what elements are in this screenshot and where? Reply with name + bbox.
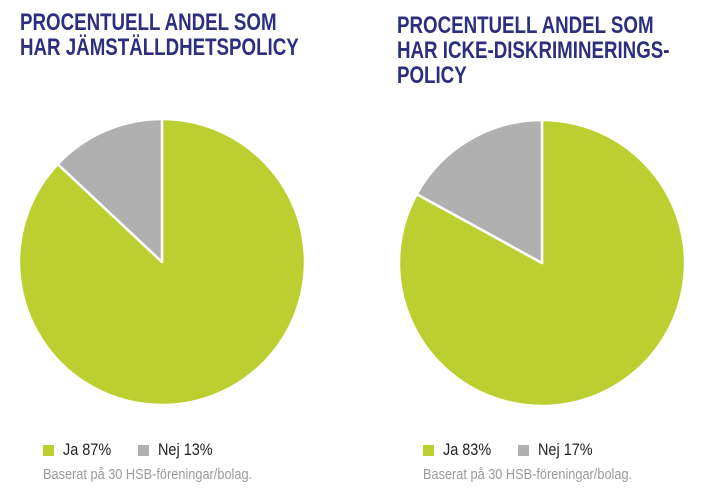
chart-title: PROCENTUELL ANDEL SOM HAR ICKE-DISKRIMIN… — [397, 13, 669, 88]
legend: Ja 83% Nej 17% — [423, 440, 620, 460]
pie-slice-ja — [17, 117, 307, 407]
legend-swatch-nej — [137, 444, 149, 456]
legend-item-nej: Nej 13% — [137, 440, 222, 460]
legend-swatch-ja — [43, 444, 54, 456]
pie-slice-nej — [56, 117, 164, 264]
legend-swatch-ja — [423, 444, 434, 456]
chart-title: PROCENTUELL ANDEL SOM HAR JÄMSTÄLLDHETSP… — [20, 10, 299, 60]
legend-item-ja: Ja 83% — [423, 440, 500, 460]
legend-label: Nej 13% — [157, 440, 213, 459]
pie-slice-nej — [415, 118, 544, 265]
legend-item-ja: Ja 87% — [43, 440, 120, 460]
title-line: HAR JÄMSTÄLLDHETSPOLICY — [20, 34, 299, 61]
legend-item-nej: Nej 17% — [517, 440, 602, 460]
legend-swatch-nej — [517, 444, 529, 456]
chart-panel-jamstalldhet: PROCENTUELL ANDEL SOM HAR JÄMSTÄLLDHETSP… — [0, 0, 350, 496]
title-line: HAR ICKE-DISKRIMINERINGS- — [397, 37, 670, 64]
title-line: POLICY — [397, 62, 467, 89]
legend-label: Ja 87% — [63, 440, 112, 459]
source-note: Baserat på 30 HSB-föreningar/bolag. — [43, 466, 253, 483]
title-line: PROCENTUELL ANDEL SOM — [20, 9, 277, 36]
pie-chart — [17, 117, 307, 407]
legend: Ja 87% Nej 13% — [43, 440, 240, 460]
legend-label: Ja 83% — [443, 440, 492, 459]
legend-label: Nej 17% — [537, 440, 593, 459]
source-note: Baserat på 30 HSB-föreningar/bolag. — [423, 466, 633, 483]
title-line: PROCENTUELL ANDEL SOM — [397, 12, 654, 39]
pie-chart — [397, 118, 687, 408]
